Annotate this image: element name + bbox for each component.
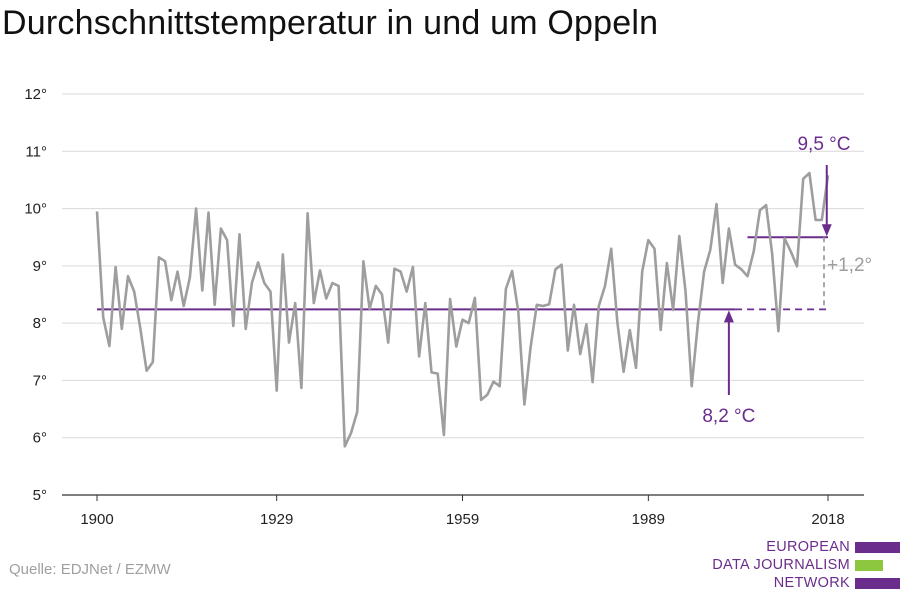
x-tick-label: 1900: [80, 511, 113, 528]
annotation-layer: 8,2 °C 9,5 °C +1,2°: [702, 134, 872, 427]
y-tick-label: 11°: [25, 143, 47, 160]
x-tick-label: 1959: [446, 511, 479, 528]
baseline-mean-label: 8,2 °C: [702, 406, 755, 427]
y-tick-label: 9°: [33, 258, 47, 275]
difference-label: +1,2°: [827, 255, 872, 276]
y-axis-ticks: 5° 6° 7° 8° 9° 10° 11° 12°: [24, 86, 47, 504]
x-axis-ticks: 1900 1929 1959 1989 2018: [80, 495, 845, 528]
x-tick-label: 2018: [811, 511, 844, 528]
temperature-series-line: [95, 171, 830, 448]
y-tick-label: 6°: [33, 430, 47, 447]
y-tick-label: 10°: [24, 201, 47, 218]
x-tick-label: 1929: [260, 511, 293, 528]
x-tick-label: 1989: [632, 511, 665, 528]
logo-bar-purple-top: [855, 542, 900, 553]
recent-arrow-head: [821, 224, 832, 237]
logo-bar-purple-bottom: [855, 578, 900, 589]
y-tick-label: 7°: [33, 372, 47, 389]
edjnet-logo: EUROPEAN DATA JOURNALISM NETWORK: [700, 539, 900, 595]
y-tick-label: 8°: [33, 315, 47, 332]
y-tick-label: 5°: [33, 487, 47, 504]
series-layer: [95, 171, 830, 448]
logo-bar-green: [855, 560, 883, 571]
baseline-arrow-head: [723, 310, 734, 323]
logo-line-3: NETWORK: [773, 575, 850, 591]
source-credit: Quelle: EDJNet / EZMW: [9, 561, 171, 578]
chart-title: Durchschnittstemperatur in und um Oppeln: [2, 4, 659, 42]
recent-mean-label: 9,5 °C: [797, 134, 850, 155]
y-tick-label: 12°: [24, 86, 47, 103]
logo-line-1: EUROPEAN: [766, 539, 850, 555]
logo-line-2: DATA JOURNALISM: [712, 557, 850, 573]
